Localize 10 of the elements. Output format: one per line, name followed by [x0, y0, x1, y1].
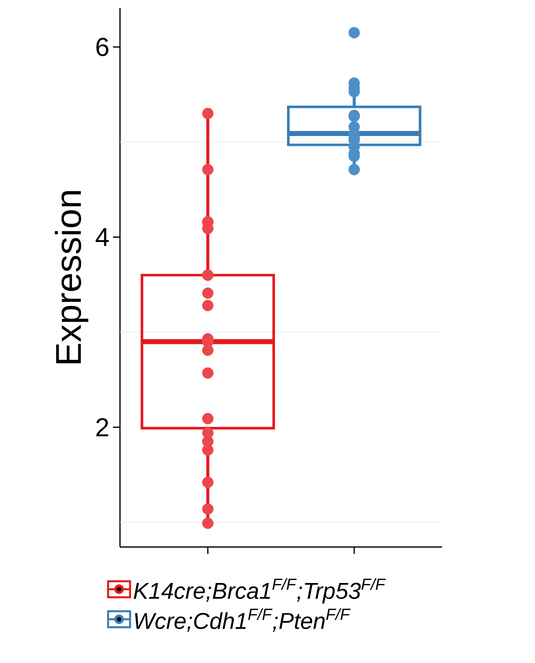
y-tick-label: 4 — [96, 228, 109, 246]
y-tick-label: 6 — [96, 38, 108, 56]
point — [202, 476, 214, 488]
legend-label: Wcre;Cdh1$^{F/F}$;Pten$^{F/F}$ — [135, 608, 351, 632]
point — [202, 518, 214, 529]
legend-label: K14cre;Brca1$^{F/F}$;Trp53$^{F/F}$ — [134, 578, 386, 604]
y-tick-label: 2 — [96, 418, 108, 436]
point — [202, 444, 214, 456]
point — [202, 503, 214, 515]
y-axis-title: Expression — [54, 191, 88, 364]
